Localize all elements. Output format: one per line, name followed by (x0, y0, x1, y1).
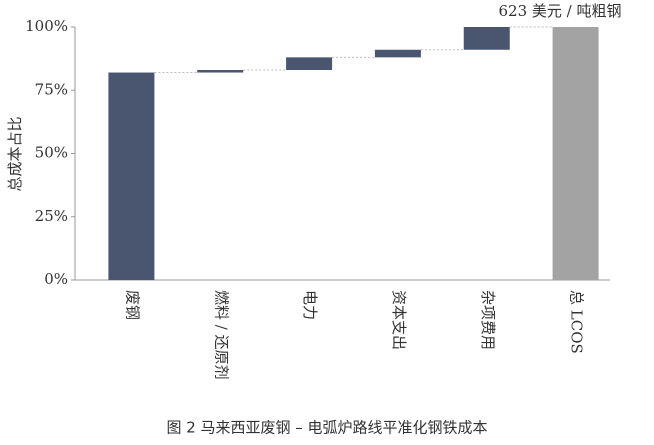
bar (463, 27, 510, 50)
x-tick-label: 总 LCOS (568, 290, 586, 354)
x-tick-label: 资本支出 (390, 290, 408, 350)
y-tick-label: 75% (35, 80, 68, 98)
y-tick-label: 0% (44, 270, 68, 288)
bar (552, 27, 599, 280)
y-tick-label: 50% (35, 144, 68, 162)
y-axis-label: 总成本占比 (6, 116, 24, 191)
bar (197, 70, 244, 73)
y-tick-label: 25% (35, 207, 68, 225)
x-tick-label: 废钢 (123, 290, 141, 320)
bar (374, 49, 421, 58)
chart-title: 图 2 马来西亚废钢 – 电弧炉路线平准化钢铁成本 (166, 419, 487, 437)
bar (108, 72, 155, 280)
x-tick-label: 电力 (301, 290, 319, 320)
x-tick-label: 杂项费用 (479, 290, 497, 350)
x-tick-label: 燃料 / 还原剂 (212, 290, 230, 380)
bar (286, 57, 333, 71)
y-tick-label: 100% (25, 17, 68, 35)
annotation: 623 美元 / 吨粗钢 (499, 2, 622, 20)
